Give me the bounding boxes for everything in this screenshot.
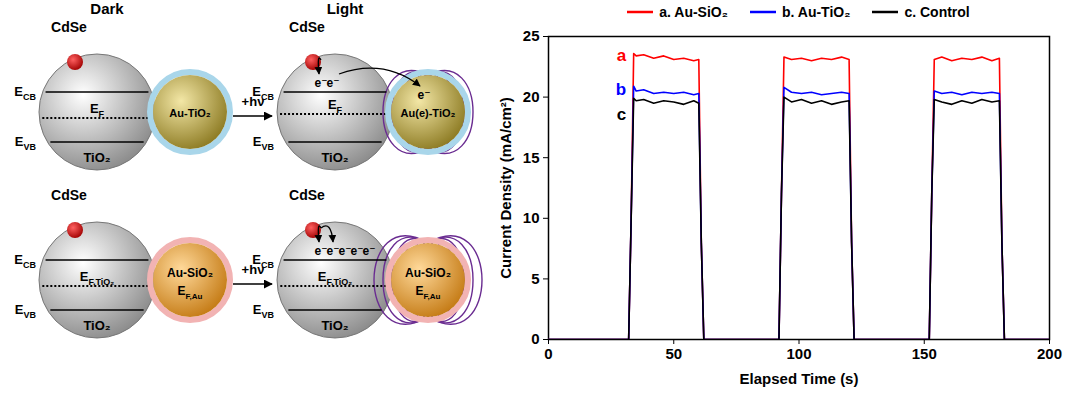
svg-text:b: b	[616, 80, 626, 99]
svg-text:ECB: ECB	[14, 252, 36, 270]
html-text:b. Au-TiO₂: b. Au-TiO₂	[782, 4, 851, 20]
svg-text:TiO₂: TiO₂	[321, 150, 348, 165]
svg-text:EF,TiO₂: EF,TiO₂	[318, 269, 353, 287]
svg-text:200: 200	[1037, 345, 1062, 362]
svg-text:e⁻: e⁻	[326, 76, 339, 90]
svg-text:EVB: EVB	[15, 302, 37, 320]
svg-text:5: 5	[531, 270, 539, 287]
svg-text:Au-TiO₂: Au-TiO₂	[169, 107, 210, 119]
svg-text:TiO₂: TiO₂	[321, 318, 348, 333]
svg-text:TiO₂: TiO₂	[83, 318, 110, 333]
svg-text:EF,TiO₂: EF,TiO₂	[80, 269, 115, 287]
svg-text:Dark: Dark	[90, 0, 124, 17]
svg-text:EVB: EVB	[253, 302, 275, 320]
svg-text:20: 20	[523, 88, 540, 105]
svg-text:CdSe: CdSe	[51, 187, 87, 203]
svg-text:CdSe: CdSe	[51, 19, 87, 35]
svg-text:EF: EF	[90, 101, 105, 119]
svg-text:150: 150	[912, 345, 937, 362]
svg-text:c: c	[617, 105, 626, 124]
svg-text:e⁻: e⁻	[362, 244, 375, 258]
svg-text:EVB: EVB	[15, 134, 37, 152]
html-text:c. Control: c. Control	[904, 4, 970, 20]
html-text:a. Au-SiO₂: a. Au-SiO₂	[659, 4, 728, 20]
svg-text:Au-SiO₂: Au-SiO₂	[405, 266, 451, 280]
svg-text:0: 0	[531, 330, 539, 347]
svg-text:25: 25	[523, 27, 540, 44]
svg-text:ECB: ECB	[252, 84, 274, 102]
svg-text:EF,Au: EF,Au	[416, 284, 441, 301]
svg-text:Light: Light	[327, 0, 364, 17]
svg-text:10: 10	[523, 209, 540, 226]
svg-text:Au(e)-TiO₂: Au(e)-TiO₂	[401, 107, 456, 119]
html-text:e⁻ e⁻ e⁻ e⁻: e⁻ e⁻ e⁻ e⁻	[314, 244, 364, 258]
svg-text:ECB: ECB	[252, 252, 274, 270]
svg-text:EF: EF	[328, 97, 343, 115]
svg-text:Au-SiO₂: Au-SiO₂	[167, 266, 213, 280]
svg-text:Elapsed Time (s): Elapsed Time (s)	[740, 370, 859, 387]
svg-text:a: a	[617, 46, 627, 65]
svg-text:CdSe: CdSe	[289, 187, 325, 203]
svg-text:15: 15	[523, 149, 540, 166]
svg-text:TiO₂: TiO₂	[83, 150, 110, 165]
svg-text:+hν: +hν	[242, 262, 265, 277]
svg-text:50: 50	[665, 345, 682, 362]
svg-text:CdSe: CdSe	[289, 19, 325, 35]
svg-text:0: 0	[544, 345, 552, 362]
svg-text:+hν: +hν	[242, 94, 265, 109]
svg-text:ECB: ECB	[14, 84, 36, 102]
svg-text:EVB: EVB	[253, 134, 275, 152]
svg-text:Current Density (mA/cm²): Current Density (mA/cm²)	[497, 97, 514, 279]
svg-text:e⁻: e⁻	[314, 76, 328, 90]
svg-text:100: 100	[786, 345, 811, 362]
svg-text:e⁻: e⁻	[417, 88, 430, 102]
svg-text:EF,Au: EF,Au	[178, 284, 203, 301]
